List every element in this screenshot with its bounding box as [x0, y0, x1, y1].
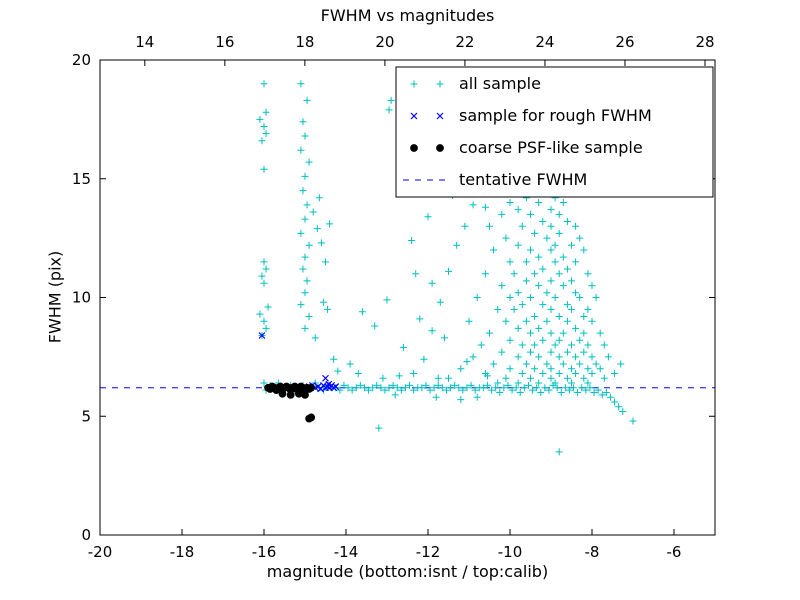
- top-tick-label: 14: [135, 33, 154, 51]
- top-ticks: 14 16 18 20 22 24 26 28: [135, 33, 715, 66]
- top-tick-label: 26: [615, 33, 634, 51]
- y-ticks: 0 5 10 15 20: [72, 51, 715, 544]
- chart-title: FWHM vs magnitudes: [320, 6, 495, 25]
- legend-label-all-sample: all sample: [459, 74, 541, 93]
- y-tick-label: 0: [81, 526, 91, 544]
- y-tick-label: 15: [72, 170, 91, 188]
- x-tick-label: -8: [585, 543, 600, 561]
- legend-label-coarse-psf-sample: coarse PSF-like sample: [459, 138, 643, 157]
- top-tick-label: 28: [695, 33, 714, 51]
- top-tick-label: 20: [375, 33, 394, 51]
- y-axis-label: FWHM (pix): [45, 250, 65, 344]
- y-tick-label: 10: [72, 289, 91, 307]
- legend-markers: [403, 80, 451, 181]
- series-sample-for-rough-fwhm: [258, 332, 340, 393]
- legend-label-rough-fwhm-sample: sample for rough FWHM: [459, 106, 652, 125]
- x-tick-label: -6: [667, 543, 682, 561]
- y-tick-label: 20: [72, 51, 91, 69]
- top-tick-label: 22: [455, 33, 474, 51]
- x-tick-label: -10: [498, 543, 523, 561]
- x-tick-label: -18: [170, 543, 195, 561]
- series-coarse-psf-like-sample: [264, 382, 316, 423]
- top-tick-label: 16: [215, 33, 234, 51]
- x-ticks: -20 -18 -16 -14 -12 -10 -8 -6: [88, 529, 682, 561]
- x-tick-label: -14: [334, 543, 359, 561]
- top-tick-label: 18: [295, 33, 314, 51]
- top-tick-label: 24: [535, 33, 554, 51]
- x-tick-label: -12: [416, 543, 441, 561]
- legend-label-tentative-fwhm: tentative FWHM: [459, 170, 588, 189]
- x-tick-label: -16: [252, 543, 277, 561]
- x-tick-label: -20: [88, 543, 113, 561]
- x-axis-label: magnitude (bottom:isnt / top:calib): [266, 562, 549, 581]
- y-tick-label: 5: [81, 407, 91, 425]
- legend-box: [395, 66, 714, 198]
